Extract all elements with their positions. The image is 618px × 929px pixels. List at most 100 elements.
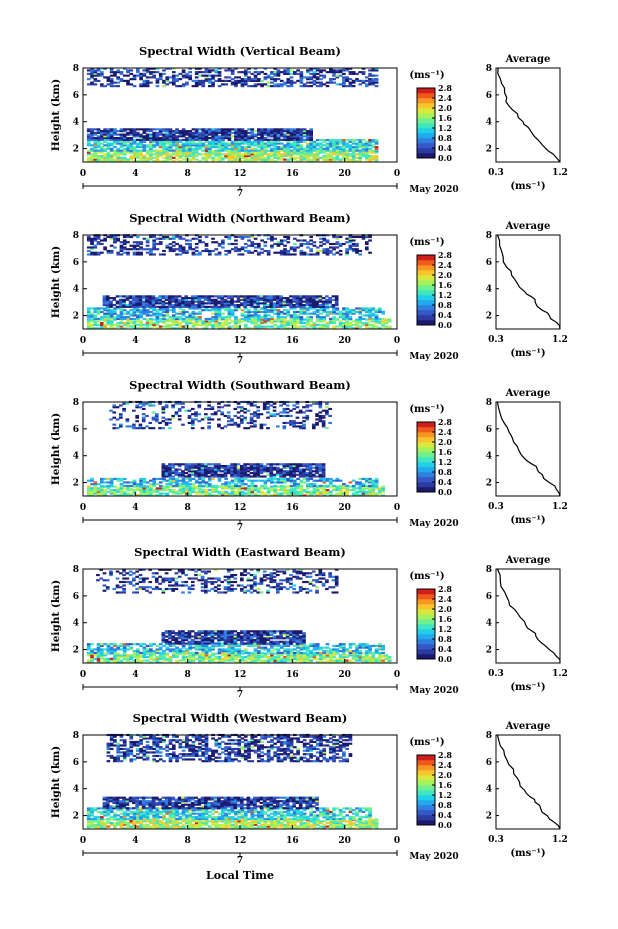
heatmap-cell	[103, 160, 107, 163]
heatmap-cell	[282, 297, 287, 300]
heatmap-cell	[152, 318, 157, 321]
heatmap-cell	[257, 156, 261, 159]
heatmap-cell	[273, 153, 278, 156]
heatmap-cell	[185, 81, 189, 84]
heatmap-cell	[103, 158, 107, 161]
heatmap-cell	[374, 85, 379, 88]
heatmap-cell	[188, 322, 192, 325]
heatmap-cell	[253, 76, 258, 79]
heatmap-cell	[223, 414, 228, 418]
heatmap-cell	[233, 414, 238, 418]
heatmap-cell	[309, 131, 314, 134]
heatmap-cell	[247, 131, 251, 134]
heatmap-cell	[204, 317, 209, 320]
heatmap-cell	[311, 423, 316, 426]
colorbar-swatch	[417, 315, 435, 321]
heatmap-cell	[139, 241, 143, 244]
heatmap-cell	[171, 71, 176, 74]
heatmap-cell	[106, 147, 111, 150]
heatmap-cell	[234, 160, 238, 163]
heatmap-cell	[227, 156, 232, 159]
heatmap-cell	[243, 407, 247, 411]
heatmap-cell	[257, 244, 261, 247]
heatmap-cell	[185, 153, 189, 156]
heatmap-cell	[234, 325, 238, 328]
heatmap-cell	[90, 81, 94, 84]
heatmap-cell	[250, 78, 255, 81]
heatmap-cell	[158, 155, 163, 158]
heatmap-cell	[227, 128, 232, 131]
heatmap-cell	[260, 146, 264, 149]
heatmap-cell	[190, 300, 195, 303]
heatmap-cell	[309, 253, 314, 256]
heatmap-cell	[256, 473, 261, 476]
heatmap-cell	[129, 484, 134, 487]
heatmap-cell	[204, 67, 209, 70]
heatmap-cell	[96, 307, 101, 310]
heatmap-cell	[113, 317, 117, 320]
heatmap-cell	[227, 483, 232, 486]
heatmap-cell	[283, 144, 287, 147]
heatmap-cell	[201, 137, 206, 140]
heatmap-cell	[122, 144, 127, 147]
heatmap-cell	[351, 492, 356, 495]
heatmap-cell	[194, 76, 199, 79]
heatmap-cell	[116, 239, 121, 242]
heatmap-cell	[187, 416, 192, 419]
heatmap-cell	[102, 298, 107, 301]
heatmap-cell	[188, 147, 192, 150]
heatmap-cell	[125, 418, 130, 421]
heatmap-cell	[247, 239, 251, 242]
heatmap-cell	[299, 325, 304, 328]
heatmap-cell	[312, 244, 317, 247]
heatmap-cell	[201, 146, 206, 149]
heatmap-cell	[171, 307, 176, 310]
heatmap-cell	[358, 235, 363, 239]
heatmap-cell	[204, 485, 209, 488]
heatmap-cell	[247, 149, 251, 152]
heatmap-cell	[260, 131, 264, 134]
heatmap-cell	[148, 304, 153, 307]
heatmap-cell	[253, 468, 257, 471]
heatmap-cell	[240, 314, 245, 317]
heatmap-cell	[198, 153, 202, 156]
heatmap-cell	[364, 155, 369, 158]
heatmap-cell	[381, 494, 385, 497]
heatmap-cell	[334, 295, 339, 298]
heatmap-cell	[257, 144, 261, 147]
heatmap-cell	[308, 300, 313, 303]
heatmap-cell	[158, 481, 163, 484]
heatmap-cell	[135, 253, 140, 256]
heatmap-cell	[299, 316, 304, 319]
heatmap-cell	[257, 158, 261, 161]
heatmap-cell	[338, 323, 343, 326]
heatmap-cell	[145, 158, 150, 161]
heatmap-cell	[309, 312, 314, 315]
heatmap-cell	[243, 316, 248, 319]
heatmap-cell	[374, 320, 379, 323]
heatmap-cell	[302, 85, 307, 88]
heatmap-cell	[361, 153, 366, 156]
heatmap-cell	[276, 149, 281, 152]
x-tick-label: 0	[80, 169, 86, 179]
day-label: 7	[237, 189, 243, 199]
heatmap-cell	[168, 76, 173, 79]
heatmap-cell	[256, 302, 261, 305]
heatmap-cell	[126, 484, 130, 487]
heatmap-cell	[142, 140, 147, 143]
heatmap-cell	[226, 468, 231, 471]
heatmap-cell	[243, 470, 247, 473]
heatmap-cell	[103, 137, 107, 140]
heatmap-cell	[279, 411, 283, 414]
heatmap-cell	[325, 85, 330, 88]
heatmap-cell	[119, 78, 124, 81]
heatmap-cell	[148, 421, 153, 425]
heatmap-cell	[168, 475, 172, 478]
heatmap-cell	[187, 297, 192, 300]
heatmap-cell	[269, 413, 274, 416]
heatmap-cell	[299, 242, 304, 246]
heatmap-cell	[188, 483, 192, 486]
heatmap-cell	[279, 310, 284, 314]
heatmap-cell	[236, 402, 241, 405]
heatmap-cell	[361, 490, 366, 493]
